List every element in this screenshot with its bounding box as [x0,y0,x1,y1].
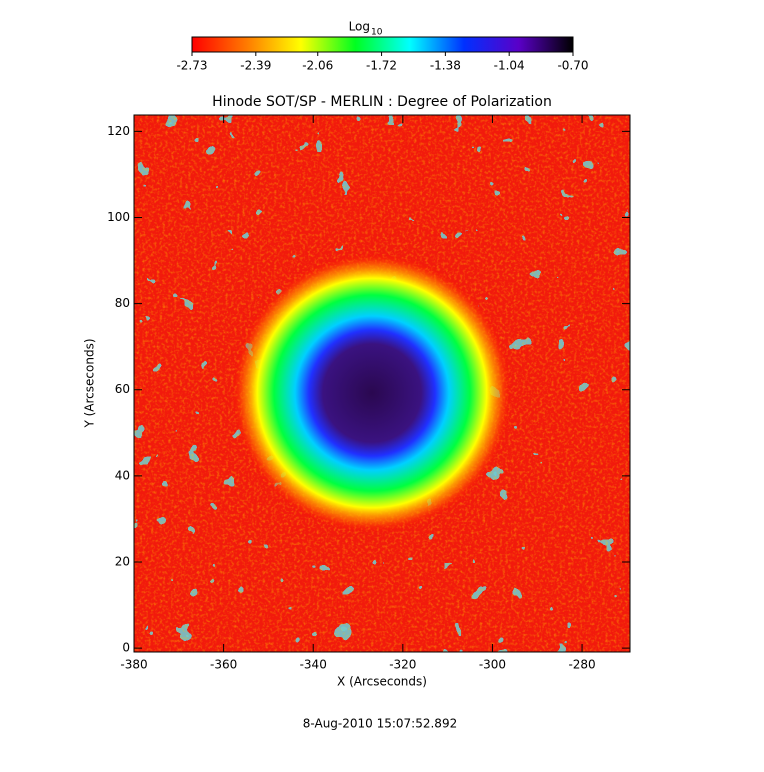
image [134,115,630,652]
y-tick-label: 100 [107,210,130,224]
colorbar-tick-label: -2.73 [176,59,207,73]
x-tick-label: -380 [120,658,147,672]
colorbar-tick-label: -1.04 [494,59,525,73]
colorbar [191,36,574,53]
chart-title: Hinode SOT/SP - MERLIN : Degree of Polar… [212,94,552,110]
colorbar-label: Log [349,20,370,34]
y-tick-label: 80 [115,296,130,310]
x-tick-label: -320 [389,658,416,672]
y-axis-label: Y (Arcseconds) [83,338,97,428]
colorbar-tick-label: -2.06 [302,59,333,73]
y-tick-label: 20 [115,554,130,568]
x-axis-label: X (Arcseconds) [337,675,427,689]
y-tick-label: 60 [115,382,130,396]
colorbar-tick-label: -1.72 [366,59,397,73]
y-tick-label: 120 [107,124,130,138]
colorbar-label-subscript: 10 [371,28,383,38]
footer: 8-Aug-2010 15:07:52.892 [303,717,457,731]
y-tick-label: 0 [122,641,130,655]
x-tick-label: -360 [210,658,237,672]
x-tick-label: -280 [568,658,595,672]
colorbar-tick-label: -1.38 [430,59,461,73]
plot-frame [133,114,631,653]
colorbar-tick-label: -0.70 [557,59,588,73]
x-tick-label: -340 [300,658,327,672]
colorbar-tick-label: -2.39 [240,59,271,73]
x-tick-label: -300 [479,658,506,672]
y-tick-label: 40 [115,468,130,482]
